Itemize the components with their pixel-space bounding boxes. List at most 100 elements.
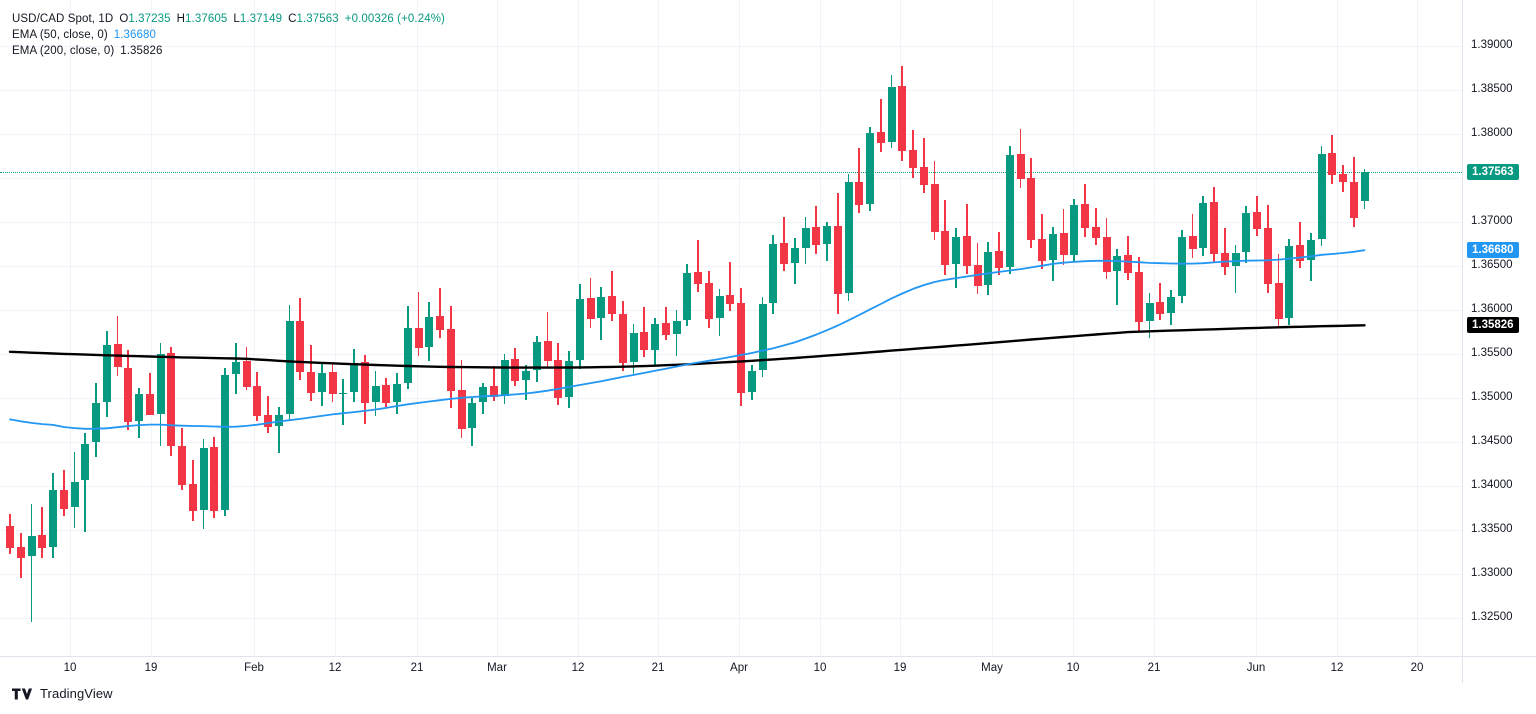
- gridline-horizontal: [0, 46, 1462, 47]
- candle-body: [1296, 244, 1304, 261]
- ema-overlay-lines: [8, 249, 1366, 430]
- candle-body: [801, 228, 810, 248]
- candle-body: [1145, 302, 1154, 322]
- legend-ema200-row[interactable]: EMA (200, close, 0) 1.35826: [12, 43, 445, 59]
- price-tick-label: 1.38000: [1471, 127, 1513, 139]
- candle-body: [543, 340, 552, 362]
- price-badge-close: 1.37563: [1467, 164, 1519, 180]
- legend-ema50-row[interactable]: EMA (50, close, 0) 1.36680: [12, 27, 445, 43]
- candle-body: [769, 244, 778, 303]
- candle-body: [1091, 227, 1100, 238]
- candle-body: [49, 490, 57, 547]
- time-tick-label: 12: [328, 662, 342, 674]
- candle-wick: [277, 406, 280, 454]
- candle-body: [1274, 282, 1283, 319]
- gridline-horizontal: [0, 530, 1462, 531]
- candle-body: [178, 445, 186, 486]
- price-tick-label: 1.34500: [1471, 435, 1513, 447]
- legend-ohlc-row[interactable]: USD/CAD Spot, 1D O1.37235 H1.37605 L1.37149…: [12, 11, 445, 27]
- price-tick-label: 1.32500: [1471, 611, 1513, 623]
- candle-body: [941, 230, 950, 266]
- candle-body: [135, 394, 143, 421]
- ema50-line: [9, 249, 1366, 430]
- candle-wick: [417, 292, 420, 356]
- candle-body: [780, 243, 788, 265]
- candle-body: [823, 226, 831, 244]
- candle-body: [296, 320, 305, 373]
- legend-open-label: O: [119, 13, 129, 25]
- candle-body: [188, 484, 197, 511]
- candle-body: [1070, 205, 1079, 255]
- candle-body: [876, 132, 885, 143]
- time-tick-label: Feb: [244, 662, 264, 674]
- legend-ema50-value: 1.36680: [113, 29, 157, 41]
- candle-body: [489, 385, 498, 398]
- price-axis[interactable]: 1.390001.385001.380001.375001.370001.365…: [1462, 0, 1536, 656]
- candle-body: [307, 371, 315, 393]
- candle-wick: [1116, 249, 1119, 305]
- candle-body: [210, 447, 219, 511]
- candle-body: [726, 295, 735, 304]
- gridline-horizontal: [0, 398, 1462, 399]
- gridline-horizontal: [0, 442, 1462, 443]
- time-axis[interactable]: 10 19 Feb 12 21 Mar 12 21 Apr 10 19 May 10 21 Jun 12 20: [0, 656, 1462, 683]
- gridline-vertical: [1154, 0, 1155, 656]
- gridline-horizontal: [0, 486, 1462, 487]
- candle-body: [694, 272, 702, 284]
- candle-body: [446, 329, 455, 391]
- axis-corner: [1462, 656, 1536, 683]
- gridline-horizontal: [0, 178, 1462, 179]
- price-tick-label: 1.35000: [1471, 391, 1513, 403]
- legend-ema200-value: 1.35826: [120, 45, 163, 57]
- candle-body: [1038, 238, 1046, 261]
- candle-body: [500, 360, 509, 397]
- candle-body: [1306, 239, 1315, 260]
- candle-body: [328, 372, 337, 395]
- tradingview-logo-icon: [12, 688, 33, 699]
- gridline-vertical: [335, 0, 336, 656]
- tradingview-brand[interactable]: TradingView: [12, 686, 113, 701]
- price-tick-label: 1.35500: [1471, 347, 1513, 359]
- tradingview-wordmark: TradingView: [40, 686, 113, 701]
- current-price-line: [0, 172, 1462, 173]
- candle-body: [575, 298, 584, 361]
- candle-body: [511, 359, 520, 382]
- candle-body: [1177, 236, 1186, 296]
- candle-body: [1005, 155, 1014, 267]
- price-badge-ema50: 1.36680: [1467, 242, 1519, 258]
- candle-wick: [1234, 244, 1237, 294]
- candle-wick: [492, 366, 495, 401]
- candle-body: [812, 227, 821, 245]
- candle-body: [425, 317, 434, 347]
- gridline-vertical: [992, 0, 993, 656]
- time-tick-label: Mar: [487, 662, 507, 674]
- time-tick-label: 12: [1330, 662, 1344, 674]
- candle-body: [1199, 202, 1208, 249]
- candle-body: [790, 248, 799, 264]
- legend-high-label: H: [176, 13, 186, 25]
- chart-plot-area[interactable]: [0, 0, 1462, 656]
- candle-body: [995, 251, 1003, 268]
- time-tick-label: 21: [410, 662, 424, 674]
- candle-wick: [30, 503, 33, 623]
- candle-body: [1188, 236, 1197, 250]
- time-tick-label: 10: [813, 662, 827, 674]
- candle-body: [1349, 181, 1358, 219]
- candle-body: [403, 328, 412, 384]
- candle-body: [747, 370, 756, 392]
- candle-wick: [1223, 228, 1226, 275]
- candle-body: [1242, 213, 1251, 252]
- legend-high-value: 1.37605: [185, 13, 228, 25]
- candle-wick: [729, 262, 732, 311]
- price-tick-label: 1.36500: [1471, 259, 1513, 271]
- time-tick-label: 10: [63, 662, 77, 674]
- candle-body: [737, 302, 745, 393]
- legend-symbol[interactable]: USD/CAD Spot, 1D: [12, 13, 114, 25]
- candle-wick: [697, 239, 699, 293]
- time-tick-label: 21: [1147, 662, 1161, 674]
- candle-wick: [858, 148, 861, 214]
- gridline-vertical: [70, 0, 71, 656]
- candle-body: [1124, 255, 1132, 274]
- candle-wick: [546, 311, 549, 368]
